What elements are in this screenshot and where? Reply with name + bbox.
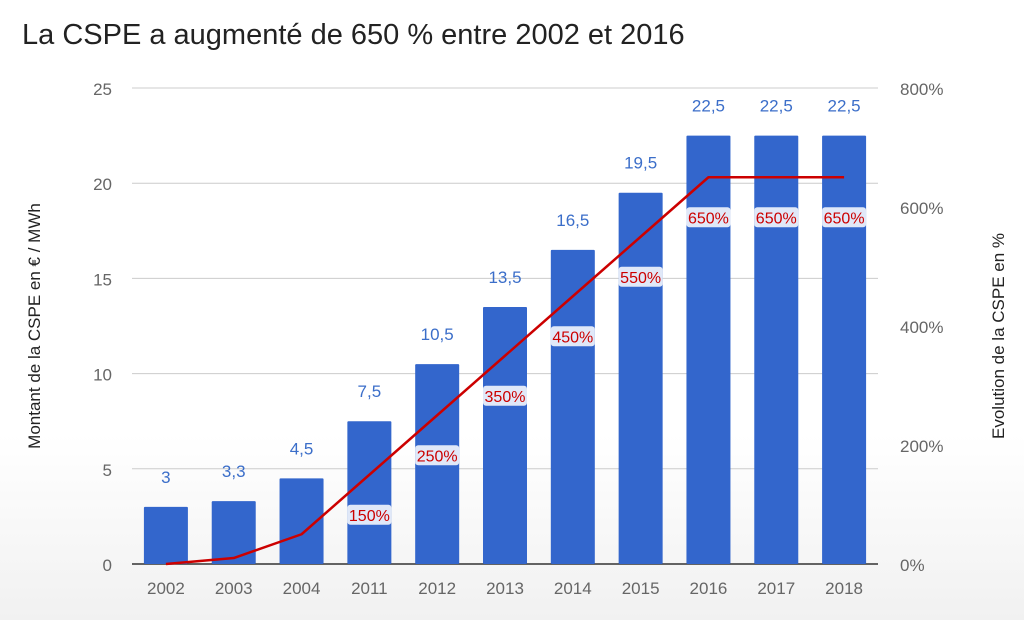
line-value-label-bg [415,445,460,466]
bar [347,421,392,564]
x-axis-tick-label: 2004 [283,579,321,598]
line-value-label-bg [686,207,731,228]
bar-value-label: 19,5 [624,154,657,173]
line-value-labels: 150% 250% 350% 450% 550% 650% 650% 650% [347,207,867,525]
bar-value-labels: 3 3,3 4,5 7,5 10,5 13,5 16,5 19,5 22,5 22,5 22,5 [161,97,860,487]
line-value-label: 350% [485,389,526,406]
bar-series [143,135,867,564]
x-axis-tick-label: 2017 [757,579,795,598]
bar-value-label: 13,5 [488,268,521,287]
bar-value-label: 7,5 [358,382,382,401]
bar [279,478,324,564]
x-axis-tick-label: 2015 [622,579,660,598]
bar [483,306,527,564]
right-axis-tick-label: 600% [900,199,943,218]
line-value-label-bg [347,504,392,525]
right-axis-tick-label: 0% [900,556,925,575]
bar-value-label: 22,5 [828,97,861,116]
bar [822,135,867,564]
left-axis-label: Montant de la CSPE en € / MWh [25,203,44,449]
right-axis-ticks: 0% 200% 400% 600% 800% [900,80,943,575]
bar [618,192,663,564]
bar [686,135,731,564]
x-axis-ticks: 2002 2003 2004 2011 2012 2013 2014 2015 2016 2017… [147,579,863,598]
line-series [165,176,845,566]
bar-value-label: 3 [161,468,170,487]
line-value-label: 250% [417,448,458,465]
line-value-label: 650% [824,210,865,227]
right-axis-tick-label: 800% [900,80,943,99]
bar-value-label: 16,5 [556,211,589,230]
left-axis-tick-label: 25 [93,80,112,99]
right-axis-label: Evolution de la CSPE en % [989,233,1008,439]
line-value-label: 450% [552,329,593,346]
bar-value-label: 3,3 [222,462,246,481]
bar-value-label: 4,5 [290,439,314,458]
bar-value-label: 10,5 [421,325,454,344]
x-axis-tick-label: 2011 [351,579,388,598]
left-axis-tick-label: 0 [103,556,112,575]
line-path [165,176,845,566]
left-axis-tick-label: 10 [93,366,112,385]
x-axis-tick-label: 2012 [418,579,456,598]
left-axis-tick-label: 15 [93,270,112,289]
left-axis-tick-label: 20 [93,175,112,194]
chart-title: La CSPE a augmenté de 650 % entre 2002 e… [22,19,685,51]
x-axis-tick-label: 2016 [690,579,728,598]
line-value-label-bg [618,266,663,287]
x-axis-tick-label: 2002 [147,579,185,598]
bar [143,506,188,564]
x-axis-tick-label: 2003 [215,579,253,598]
x-axis-tick-label: 2018 [825,579,863,598]
left-axis-tick-label: 5 [103,461,112,480]
line-value-label: 650% [756,210,797,227]
right-axis-tick-label: 200% [900,437,943,456]
line-value-label-bg [754,207,799,228]
bar [211,501,256,564]
right-axis-tick-label: 400% [900,318,943,337]
bar [754,135,799,564]
x-axis-tick-label: 2014 [554,579,592,598]
line-value-label: 550% [620,270,661,287]
line-value-label: 650% [688,210,729,227]
bar-value-label: 22,5 [692,97,725,116]
line-value-label-bg [483,385,527,406]
bar-value-label: 22,5 [760,97,793,116]
x-axis-tick-label: 2013 [486,579,524,598]
left-axis-ticks: 0 5 10 15 20 25 [93,80,112,575]
line-value-label: 150% [349,508,390,525]
line-value-label-bg [550,326,595,347]
line-value-label-bg [822,207,867,228]
